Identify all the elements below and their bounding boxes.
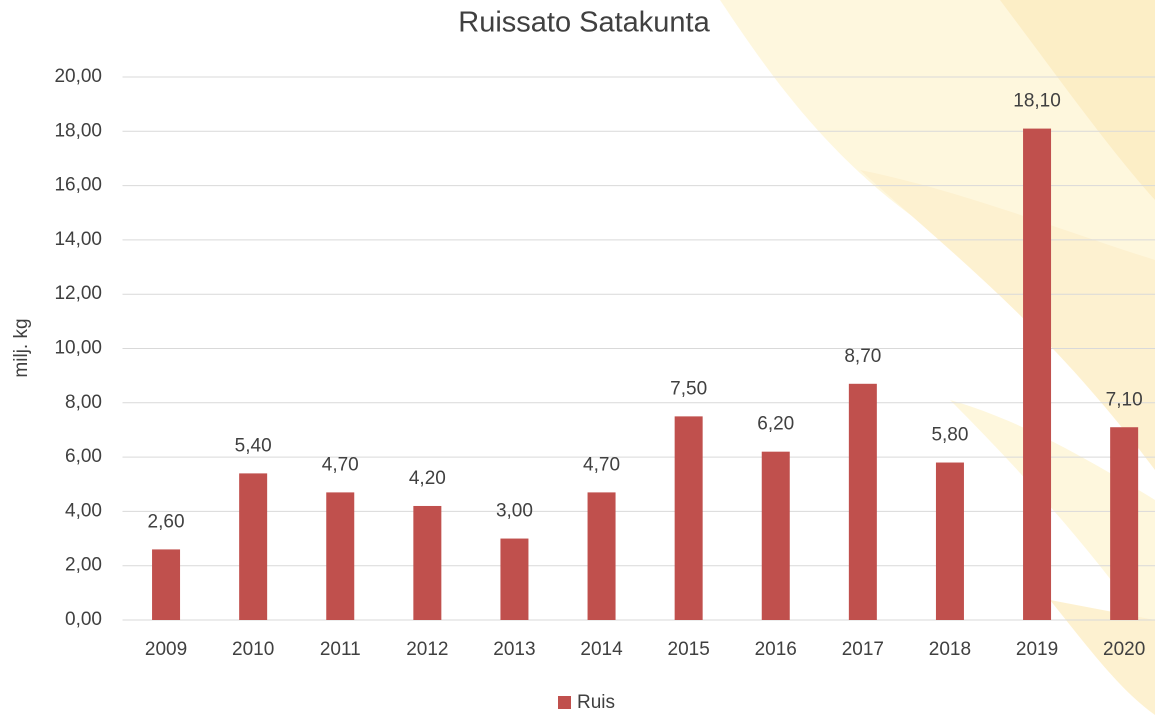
legend-swatch — [558, 696, 571, 709]
bar — [587, 492, 616, 620]
y-tick-label: 8,00 — [65, 392, 102, 413]
x-tick-label: 2011 — [320, 639, 361, 660]
y-tick-label: 18,00 — [54, 120, 102, 141]
chart-title: Ruissato Satakunta — [458, 7, 710, 39]
y-tick-label: 16,00 — [54, 175, 102, 196]
y-tick-label: 6,00 — [65, 446, 102, 467]
bar — [674, 416, 703, 620]
data-label: 18,10 — [1013, 91, 1061, 112]
bar — [326, 492, 355, 620]
bar — [1023, 128, 1052, 620]
data-label: 5,40 — [235, 435, 272, 456]
bar — [239, 473, 268, 620]
bar — [500, 538, 529, 620]
y-tick-label: 4,00 — [65, 500, 102, 521]
bar — [1110, 427, 1139, 620]
data-label: 6,20 — [757, 414, 794, 435]
bar — [152, 549, 181, 620]
bar — [935, 462, 964, 620]
x-tick-label: 2014 — [580, 639, 623, 660]
y-tick-label: 14,00 — [54, 229, 102, 250]
legend-label: Ruis — [577, 692, 615, 713]
x-tick-label: 2017 — [842, 639, 884, 660]
data-label: 4,70 — [583, 454, 620, 475]
data-label: 7,50 — [670, 378, 707, 399]
data-label: 7,10 — [1106, 389, 1143, 410]
y-tick-label: 12,00 — [54, 283, 102, 304]
x-tick-label: 2009 — [145, 639, 187, 660]
x-tick-label: 2020 — [1103, 639, 1145, 660]
bar — [413, 505, 442, 620]
data-label: 3,00 — [496, 501, 533, 522]
x-tick-label: 2013 — [493, 639, 535, 660]
data-label: 5,80 — [931, 425, 968, 446]
bar — [848, 383, 877, 620]
data-label: 2,60 — [148, 511, 185, 532]
data-label: 4,70 — [322, 454, 359, 475]
data-label: 4,20 — [409, 468, 446, 489]
x-tick-label: 2018 — [929, 639, 971, 660]
x-tick-label: 2015 — [668, 639, 710, 660]
y-tick-label: 0,00 — [65, 609, 102, 630]
y-tick-label: 10,00 — [54, 338, 102, 359]
y-tick-label: 2,00 — [65, 555, 102, 576]
x-tick-label: 2016 — [755, 639, 797, 660]
x-tick-label: 2010 — [232, 639, 274, 660]
data-label: 8,70 — [844, 346, 881, 367]
x-tick-label: 2012 — [406, 639, 448, 660]
y-axis-label: milj. kg — [11, 318, 32, 377]
bar — [761, 451, 790, 620]
y-tick-label: 20,00 — [54, 66, 102, 87]
x-tick-label: 2019 — [1016, 639, 1058, 660]
